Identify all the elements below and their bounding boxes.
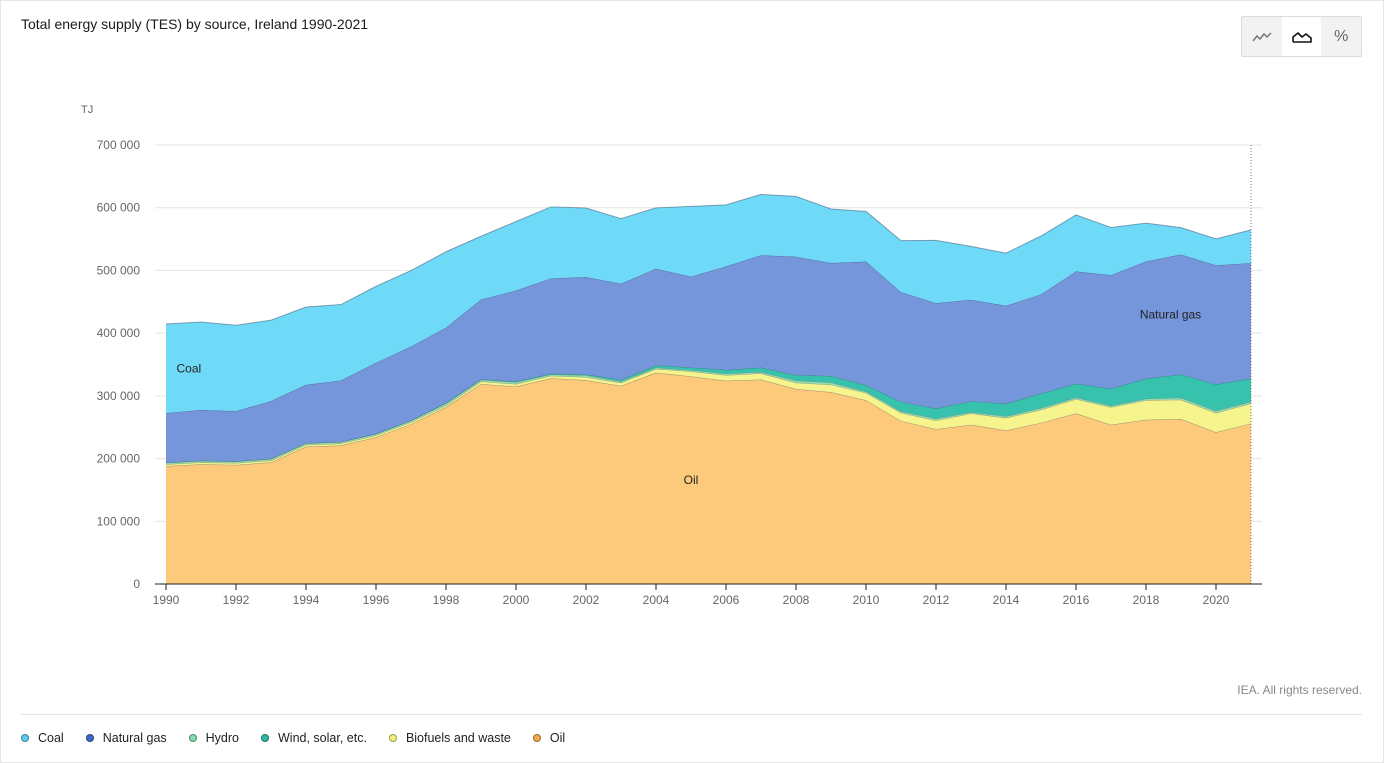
line-chart-button[interactable]: [1242, 17, 1282, 56]
y-tick-label: 100 000: [97, 514, 141, 528]
area-chart-button[interactable]: [1281, 17, 1322, 56]
x-tick-label: 2018: [1133, 593, 1160, 607]
y-tick-label: 500 000: [97, 263, 141, 277]
x-tick-label: 2020: [1203, 593, 1230, 607]
area-natural-gas[interactable]: [166, 254, 1251, 463]
y-axis: 0 100 000 200 000 300 000 400 000 500 000 600 …: [97, 138, 141, 591]
area-label-coal: Coal: [177, 362, 202, 376]
legend-label: Hydro: [205, 731, 239, 745]
area-label-oil: Oil: [684, 473, 699, 487]
y-tick-label: 700 000: [97, 138, 141, 152]
legend-label: Oil: [549, 731, 566, 745]
area-labels: Coal Natural gas Oil: [177, 307, 1202, 487]
legend-divider: [21, 714, 1362, 715]
x-tick-label: 2006: [713, 593, 740, 607]
legend-dot-icon: [261, 734, 269, 742]
y-tick-label: 600 000: [97, 201, 141, 215]
legend-label: Natural gas: [102, 731, 167, 745]
legend-dot-icon: [388, 734, 397, 742]
y-tick-label: 200 000: [97, 452, 141, 466]
percent-button[interactable]: %: [1321, 17, 1361, 56]
x-tick-label: 1998: [433, 593, 460, 607]
legend-item-hydro[interactable]: Hydro: [188, 731, 239, 745]
area-chart-icon: [1291, 31, 1312, 43]
x-tick-label: 2016: [1063, 593, 1090, 607]
legend-label: Biofuels and waste: [405, 731, 511, 745]
legend-item-oil[interactable]: Oil: [532, 731, 566, 745]
chart-title: Total energy supply (TES) by source, Ire…: [21, 16, 369, 32]
legend-item-biofuels[interactable]: Biofuels and waste: [388, 731, 511, 745]
area-coal[interactable]: [166, 194, 1251, 414]
legend-dot-icon: [188, 734, 197, 742]
x-axis: 1990 1992 1994 1996 1998 2000 2002 2004 2006 2008…: [153, 583, 1262, 607]
legend-dot-icon: [21, 734, 29, 742]
legend-label: Coal: [38, 731, 64, 745]
area-oil[interactable]: [166, 372, 1251, 584]
y-tick-label: 400 000: [97, 326, 141, 340]
line-chart-icon: [1252, 31, 1272, 41]
area-series: [165, 145, 1252, 584]
x-tick-label: 1996: [363, 593, 390, 607]
legend-item-coal[interactable]: Coal: [21, 731, 64, 745]
legend: Coal Natural gas Hydro Wind, solar, etc.…: [21, 731, 587, 745]
legend-dot-icon: [85, 734, 94, 742]
legend-item-natural-gas[interactable]: Natural gas: [85, 731, 167, 745]
legend-label: Wind, solar, etc.: [278, 731, 367, 745]
y-tick-label: 300 000: [97, 389, 141, 403]
area-biofuels-and-waste[interactable]: [166, 368, 1251, 467]
legend-dot-icon: [532, 734, 541, 742]
y-tick-label: 0: [133, 577, 140, 591]
percent-icon: %: [1334, 27, 1349, 45]
x-tick-label: 2014: [993, 593, 1020, 607]
area-edge-line: [165, 193, 1252, 326]
x-tick-label: 1992: [223, 593, 250, 607]
x-tick-label: 2010: [853, 593, 880, 607]
x-tick-label: 1990: [153, 593, 180, 607]
y-axis-label: TJ: [81, 104, 93, 116]
legend-item-wind-solar[interactable]: Wind, solar, etc.: [261, 731, 367, 745]
chart-type-toolbar: %: [1241, 16, 1362, 57]
area-label-natural-gas: Natural gas: [1140, 307, 1201, 321]
stacked-area-chart: TJ 0 100 000 200 000 300 000 400 000 500 000 6…: [81, 104, 1262, 607]
x-tick-label: 2004: [643, 593, 670, 607]
x-tick-label: 2000: [503, 593, 530, 607]
x-tick-label: 2012: [923, 593, 950, 607]
x-tick-label: 2002: [573, 593, 600, 607]
x-tick-label: 1994: [293, 593, 320, 607]
copyright-credit: IEA. All rights reserved.: [1237, 683, 1362, 697]
x-tick-label: 2008: [783, 593, 810, 607]
